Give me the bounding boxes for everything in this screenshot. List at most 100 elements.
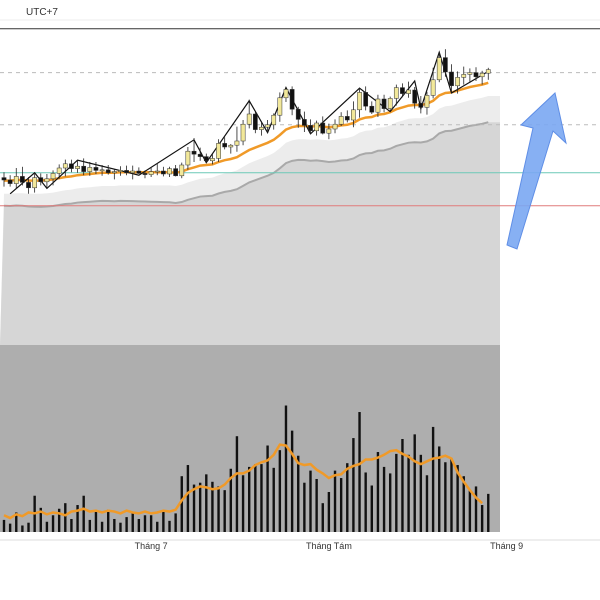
- volume-bar: [15, 512, 18, 532]
- candle-down: [20, 176, 25, 183]
- candle-down: [38, 177, 44, 183]
- candle-up: [430, 79, 436, 96]
- candle-up: [265, 124, 270, 128]
- candle-down: [105, 169, 111, 174]
- candle-up: [424, 95, 430, 108]
- volume-bar: [425, 475, 429, 532]
- candle-down: [443, 57, 448, 73]
- candle-up: [118, 170, 123, 172]
- volume-bar: [462, 476, 465, 532]
- x-tick-label: Tháng Tám: [306, 541, 352, 551]
- volume-bar: [70, 518, 73, 532]
- projection-arrow: [506, 92, 567, 250]
- candle-up: [283, 89, 289, 99]
- candle-up: [228, 144, 234, 148]
- candle-down: [412, 89, 418, 104]
- candle-down: [308, 125, 313, 132]
- volume-bar: [474, 486, 478, 532]
- candle-down: [173, 168, 178, 177]
- volume-bar: [456, 465, 459, 532]
- volume-bar: [388, 473, 392, 532]
- candle-up: [87, 167, 93, 172]
- volume-bar: [217, 486, 220, 532]
- volume-bar: [223, 490, 226, 532]
- candle-up: [111, 171, 117, 174]
- volume-bar: [229, 468, 233, 532]
- candle-up: [375, 98, 381, 113]
- volume-bar: [51, 515, 55, 532]
- candle-up: [240, 123, 246, 142]
- candle-up: [277, 97, 283, 116]
- volume-bar: [413, 434, 416, 532]
- volume-bar: [327, 492, 331, 532]
- volume-bar: [107, 509, 110, 532]
- volume-bar: [284, 405, 288, 532]
- candle-down: [1, 177, 7, 181]
- candle-down: [81, 165, 87, 172]
- candle-up: [62, 163, 68, 169]
- candle-up: [387, 98, 393, 109]
- candle-up: [314, 122, 319, 132]
- candle-down: [252, 113, 258, 130]
- candle-up: [32, 177, 37, 189]
- volume-bar: [64, 503, 67, 532]
- candle-up: [50, 173, 56, 180]
- candle-up: [44, 178, 50, 183]
- volume-bar: [401, 439, 404, 532]
- volume-ma-line: [3, 443, 483, 520]
- volume-bar: [444, 462, 447, 532]
- timezone-label: UTC+7: [26, 7, 58, 18]
- volume-bar: [333, 470, 337, 532]
- x-tick-label: Tháng 7: [135, 541, 168, 551]
- candle-down: [124, 170, 129, 174]
- candle-up: [259, 126, 264, 130]
- ma-band-mid: [0, 122, 500, 345]
- candle-up: [167, 168, 172, 175]
- volume-bar: [419, 454, 423, 532]
- candle-up: [436, 57, 442, 81]
- volume-bar: [254, 464, 257, 532]
- candle-up: [467, 72, 473, 75]
- candle-down: [400, 87, 405, 94]
- volume-bar: [8, 523, 12, 532]
- candle-up: [246, 113, 252, 125]
- volume-bar: [370, 485, 373, 532]
- volume-bar: [235, 436, 239, 532]
- candle-up: [479, 72, 485, 78]
- candle-up: [56, 167, 62, 174]
- volume-bar: [358, 412, 361, 532]
- x-tick-label: Tháng 9: [490, 541, 523, 551]
- volume-bar: [174, 513, 177, 532]
- volume-bar: [21, 525, 24, 532]
- volume-bar: [39, 507, 42, 532]
- candle-down: [136, 170, 142, 174]
- candle-up: [216, 143, 221, 159]
- volume-bar: [407, 454, 410, 532]
- volume-bar: [278, 450, 282, 532]
- volume-bar: [438, 446, 441, 532]
- candle-up: [406, 89, 411, 94]
- volume-bar: [376, 452, 380, 532]
- candle-up: [99, 169, 105, 172]
- candle-up: [185, 150, 191, 166]
- volume-bar: [272, 467, 275, 532]
- candle-up: [461, 74, 467, 78]
- volume-bar: [27, 522, 30, 532]
- candle-down: [161, 170, 166, 175]
- volume-bar: [352, 438, 355, 532]
- ema-line: [4, 81, 489, 182]
- volume-bar: [315, 478, 318, 532]
- volume-bar: [198, 482, 202, 532]
- candle-down: [222, 143, 228, 148]
- volume-bar: [339, 478, 343, 532]
- volume-bar: [303, 482, 306, 532]
- volume-bar: [180, 476, 183, 532]
- volume-bar: [119, 522, 122, 532]
- volume-bar: [76, 505, 79, 532]
- volume-bar: [395, 453, 398, 532]
- candle-down: [381, 98, 387, 109]
- candle-down: [142, 173, 148, 175]
- candle-up: [130, 170, 136, 174]
- candle-up: [148, 171, 154, 175]
